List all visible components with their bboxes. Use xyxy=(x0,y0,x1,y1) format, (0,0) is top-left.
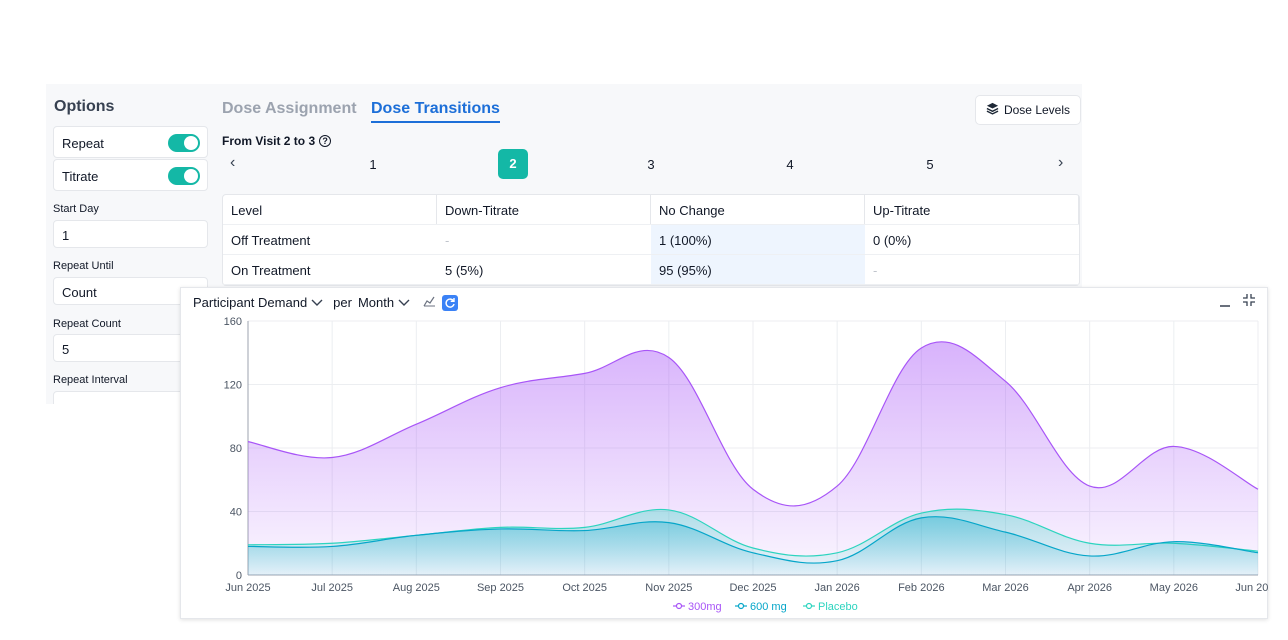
repeat-toggle-row[interactable]: Repeat xyxy=(53,126,208,158)
help-circle-icon[interactable]: ? xyxy=(319,135,332,147)
period-label: Month xyxy=(357,295,395,310)
y-tick-label: 0 xyxy=(236,570,242,582)
table-row: Off Treatment - 1 (100%) 0 (0%) xyxy=(223,225,1079,255)
x-tick-label: Nov 2025 xyxy=(645,582,692,594)
titrate-toggle-row[interactable]: Titrate xyxy=(53,159,208,191)
header-no-change: No Change xyxy=(651,195,865,224)
table-cell: Off Treatment xyxy=(231,233,311,248)
legend-marker-300mg xyxy=(675,602,683,610)
legend-label-300mg: 300mg xyxy=(688,601,722,613)
y-tick-label: 80 xyxy=(230,443,242,455)
transitions-table: Level Down-Titrate No Change Up-Titrate … xyxy=(222,194,1080,286)
start-day-input[interactable]: 1 xyxy=(53,220,208,248)
x-tick-label: Jul 2025 xyxy=(311,582,353,594)
header-level: Level xyxy=(223,195,437,224)
tab-dose-transitions[interactable]: Dose Transitions xyxy=(371,100,500,123)
x-tick-label: Aug 2025 xyxy=(393,582,440,594)
per-label: per xyxy=(333,295,352,310)
tab-dose-assignment[interactable]: Dose Assignment xyxy=(222,100,357,117)
legend-label-placebo: Placebo xyxy=(818,601,858,613)
chart-window-controls xyxy=(1219,294,1255,311)
visit-pager: ‹ 1 2 3 4 5 › xyxy=(222,148,1077,180)
table-cell: 95 (95%) xyxy=(651,255,865,284)
line-300mg xyxy=(247,341,1259,507)
y-tick-label: 40 xyxy=(230,507,242,519)
page-1[interactable]: 1 xyxy=(369,157,377,172)
table-cell: 0 (0%) xyxy=(873,233,912,248)
y-tick-label: 120 xyxy=(224,380,242,392)
minimize-icon[interactable] xyxy=(1219,294,1231,311)
repeat-until-label: Repeat Until xyxy=(53,260,114,272)
options-title: Options xyxy=(54,98,115,115)
demand-chart: 0 40 80 120 160 Jun 2025 Jul 2025 Aug 2025 Sep 2… xyxy=(224,316,1269,613)
x-tick-label: Dec 2025 xyxy=(729,582,776,594)
x-tick-label: Feb 2026 xyxy=(898,582,944,594)
table-cell: On Treatment xyxy=(231,263,311,278)
table-cell: - xyxy=(873,263,878,278)
refresh-icon[interactable] xyxy=(442,294,459,311)
header-up-titrate: Up-Titrate xyxy=(865,195,1079,224)
x-tick-label: Jun 2025 xyxy=(225,582,270,594)
area-600mg xyxy=(248,516,1258,575)
header-down-titrate: Down-Titrate xyxy=(437,195,651,224)
table-header-row: Level Down-Titrate No Change Up-Titrate xyxy=(223,195,1079,225)
table-cell: - xyxy=(445,233,450,248)
chart-type-icon[interactable] xyxy=(422,294,436,311)
visit-label-text: From Visit 2 to 3 xyxy=(222,134,316,148)
period-dropdown[interactable]: Month xyxy=(358,295,410,310)
dose-levels-button[interactable]: Dose Levels xyxy=(975,95,1081,125)
table-row: On Treatment 5 (5%) 95 (95%) - xyxy=(223,255,1079,285)
chevron-right-icon[interactable]: › xyxy=(1058,154,1064,171)
legend-marker-placebo xyxy=(805,602,813,610)
chevron-left-icon[interactable]: ‹ xyxy=(230,154,236,171)
x-tick-label: Apr 2026 xyxy=(1067,582,1112,594)
repeat-count-label: Repeat Count xyxy=(53,318,121,330)
x-tick-label: Sep 2025 xyxy=(477,582,524,594)
chart-toolbar: Participant Demand per Month xyxy=(193,294,459,311)
x-tick-label: Mar 2026 xyxy=(982,582,1028,594)
collapse-icon[interactable] xyxy=(1243,294,1255,311)
titrate-toggle-label: Titrate xyxy=(62,169,99,184)
layers-icon xyxy=(986,102,999,118)
repeat-interval-label: Repeat Interval xyxy=(53,374,128,386)
visit-label: From Visit 2 to 3 ? xyxy=(222,134,332,148)
legend-label-600mg: 600 mg xyxy=(750,601,787,613)
options-panel: Options Repeat Titrate Start Day 1 Repea… xyxy=(46,84,216,404)
x-tick-label: May 2026 xyxy=(1150,582,1198,594)
y-tick-label: 160 xyxy=(224,316,242,328)
table-cell: 1 (100%) xyxy=(651,225,865,254)
chevron-down-icon xyxy=(398,295,410,310)
start-day-label: Start Day xyxy=(53,203,99,215)
x-tick-label: Jan 2026 xyxy=(815,582,860,594)
page-3[interactable]: 3 xyxy=(647,157,655,172)
chart-panel: 0 40 80 120 160 Jun 2025 Jul 2025 Aug 2025 Sep 2… xyxy=(180,287,1269,619)
repeat-toggle-label: Repeat xyxy=(62,136,104,151)
line-600mg xyxy=(247,516,1259,564)
x-tick-label: Jun 2026 xyxy=(1235,582,1269,594)
legend-marker-600mg xyxy=(737,602,745,610)
metric-dropdown[interactable]: Participant Demand xyxy=(193,295,323,310)
dose-levels-label: Dose Levels xyxy=(1003,103,1071,117)
page-5[interactable]: 5 xyxy=(926,157,934,172)
page-4[interactable]: 4 xyxy=(786,157,794,172)
x-tick-label: Oct 2025 xyxy=(562,582,607,594)
titrate-switch[interactable] xyxy=(168,167,200,185)
repeat-switch[interactable] xyxy=(168,134,200,152)
chevron-down-icon xyxy=(311,295,323,310)
page-2[interactable]: 2 xyxy=(498,149,528,179)
metric-label: Participant Demand xyxy=(193,295,308,310)
table-cell: 5 (5%) xyxy=(445,263,484,278)
